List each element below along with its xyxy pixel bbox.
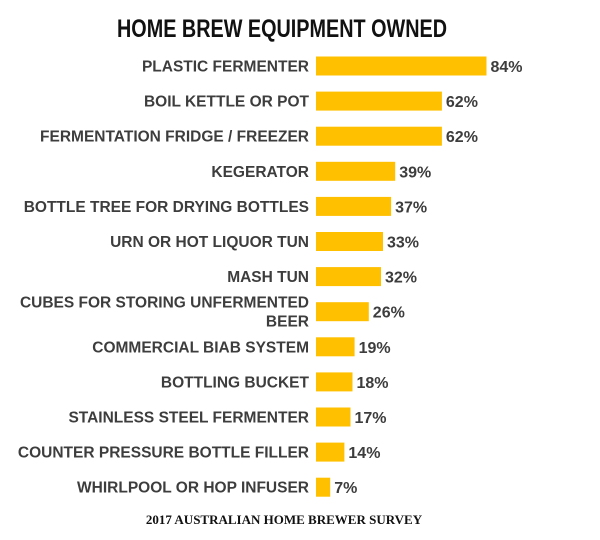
- chart-title: HOME BREW EQUIPMENT OWNED: [117, 15, 447, 43]
- bar: [316, 126, 442, 146]
- value-label: 18%: [357, 375, 389, 392]
- bar: [316, 302, 369, 322]
- value-label: 62%: [446, 129, 478, 146]
- bar: [316, 372, 353, 392]
- value-label: 37%: [395, 199, 427, 216]
- bar: [316, 232, 383, 251]
- value-label: 33%: [387, 235, 419, 252]
- category-label: STAINLESS STEEL FERMENTER: [68, 410, 309, 427]
- bar: [316, 56, 487, 76]
- category-label: KEGERATOR: [211, 164, 309, 181]
- category-label: FERMENTATION FRIDGE / FREEZER: [40, 129, 309, 146]
- category-label: BOTTLING BUCKET: [161, 374, 310, 391]
- bar: [316, 91, 442, 111]
- category-label: PLASTIC FERMENTER: [142, 59, 309, 76]
- category-label: URN OR HOT LIQUOR TUN: [110, 234, 309, 251]
- value-label: 17%: [355, 410, 387, 427]
- bar: [316, 196, 392, 216]
- category-label: CUBES FOR STORING UNFERMENTED BEER: [20, 295, 309, 331]
- category-label: MASH TUN: [227, 269, 309, 286]
- bar: [316, 477, 331, 497]
- bar: [316, 407, 351, 427]
- bar: [316, 337, 355, 357]
- bar: [316, 267, 381, 287]
- category-label: BOIL KETTLE OR POT: [144, 94, 310, 111]
- value-label: 14%: [348, 445, 380, 462]
- value-label: 84%: [491, 59, 523, 76]
- bar: [316, 161, 396, 181]
- value-label: 62%: [446, 94, 478, 111]
- bar: [316, 442, 345, 462]
- chart-footer: 2017 AUSTRALIAN HOME BREWER SURVEY: [146, 512, 423, 527]
- value-label: 19%: [359, 340, 391, 357]
- bars-group: PLASTIC FERMENTER 84% BOIL KETTLE OR POT 62…: [18, 56, 523, 497]
- category-label: COMMERCIAL BIAB SYSTEM: [92, 339, 309, 356]
- category-label: COUNTER PRESSURE BOTTLE FILLER: [18, 445, 309, 462]
- value-label: 39%: [399, 164, 431, 181]
- category-label: WHIRLPOOL OR HOP INFUSER: [77, 480, 309, 497]
- value-label: 7%: [334, 480, 357, 497]
- value-label: 32%: [385, 270, 417, 287]
- value-label: 26%: [373, 305, 405, 322]
- category-label: BOTTLE TREE FOR DRYING BOTTLES: [24, 199, 309, 216]
